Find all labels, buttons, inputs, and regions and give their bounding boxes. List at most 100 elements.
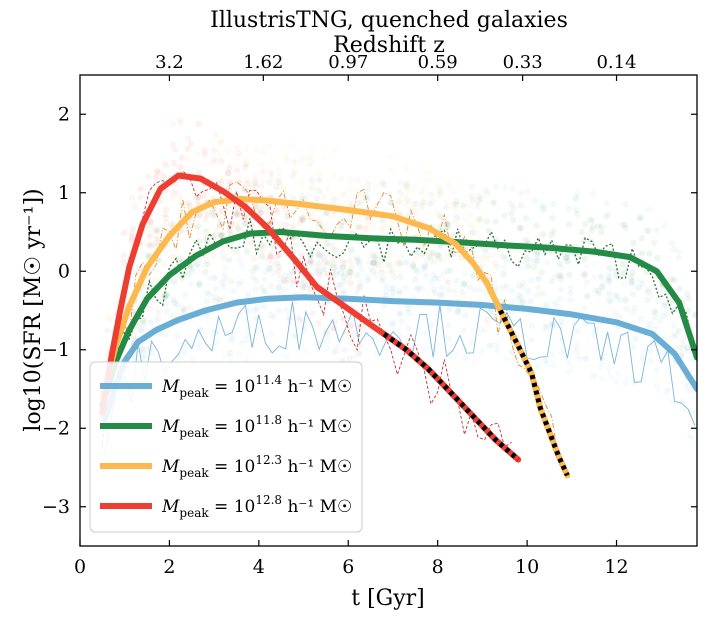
scatter-point: [212, 131, 219, 138]
scatter-point: [233, 211, 240, 218]
scatter-point: [233, 221, 240, 228]
scatter-point: [356, 224, 364, 231]
scatter-point: [442, 291, 449, 298]
scatter-point: [188, 267, 195, 274]
scatter-point: [104, 312, 111, 320]
scatter-point: [388, 262, 395, 269]
scatter-point: [599, 284, 606, 292]
scatter-point: [501, 212, 508, 220]
scatter-point: [218, 157, 225, 165]
scatter-point: [186, 304, 193, 311]
scatter-point: [224, 169, 232, 177]
scatter-point: [478, 347, 486, 354]
scatter-point: [453, 214, 460, 221]
scatter-point: [520, 299, 527, 306]
scatter-point: [129, 234, 136, 241]
scatter-point: [314, 238, 322, 246]
scatter-point: [531, 263, 538, 271]
scatter-point: [370, 259, 377, 267]
scatter-point: [632, 335, 639, 342]
scatter-point: [429, 249, 436, 256]
scatter-point: [178, 276, 185, 283]
scatter-point: [478, 255, 485, 263]
scatter-point: [243, 161, 250, 168]
scatter-point: [515, 291, 522, 299]
scatter-point: [307, 155, 314, 163]
legend: Mpeak = 1011.4 h⁻¹ M☉ Mpeak = 1011.8 h⁻¹ …: [89, 361, 363, 533]
scatter-point: [241, 214, 248, 222]
scatter-point: [356, 342, 364, 349]
scatter-point: [379, 217, 386, 224]
scatter-point: [252, 183, 259, 190]
scatter-point: [251, 189, 258, 197]
scatter-point: [353, 289, 361, 296]
scatter-point: [188, 280, 195, 288]
scatter-point: [412, 266, 419, 273]
median-lines: [99, 172, 697, 479]
x-tick-label: 0: [74, 556, 86, 578]
scatter-point: [472, 359, 478, 365]
scatter-point: [193, 225, 200, 232]
scatter-point: [493, 183, 499, 189]
scatter-point: [155, 169, 162, 176]
scatter-point: [667, 298, 674, 306]
scatter-point: [386, 242, 393, 249]
scatter-point: [179, 309, 186, 316]
scatter-point: [403, 182, 410, 190]
scatter-point: [342, 346, 349, 353]
scatter-point: [221, 254, 228, 261]
scatter-point: [195, 231, 203, 239]
scatter-point: [519, 279, 526, 287]
scatter-point: [139, 346, 146, 353]
scatter-point: [539, 231, 547, 238]
scatter-point: [604, 210, 612, 218]
scatter-point: [555, 304, 561, 310]
scatter-point: [435, 212, 443, 219]
scatter-point: [307, 258, 315, 265]
scatter-point: [340, 273, 347, 281]
scatter-point: [387, 167, 394, 174]
scatter-point: [104, 327, 111, 334]
scatter-point: [535, 275, 542, 282]
scatter-point: [522, 214, 530, 222]
scatter-point: [218, 232, 226, 239]
scatter-point: [331, 348, 338, 356]
scatter-point: [226, 257, 233, 264]
scatter-point: [661, 302, 668, 309]
scatter-point: [508, 288, 516, 295]
scatter-point: [354, 271, 361, 279]
scatter-point: [262, 269, 269, 276]
scatter-point: [573, 347, 580, 354]
scatter-point: [541, 357, 549, 364]
scatter-point: [323, 240, 330, 247]
scatter-point: [210, 233, 217, 240]
scatter-point: [437, 192, 444, 199]
scatter-point: [453, 277, 460, 284]
scatter-point: [243, 248, 251, 255]
scatter-point: [643, 227, 650, 234]
scatter-point: [243, 336, 250, 344]
scatter-point: [685, 307, 692, 314]
scatter-point: [370, 250, 377, 258]
scatter-point: [455, 253, 463, 260]
scatter-point: [661, 299, 669, 306]
scatter-point: [622, 225, 629, 232]
scatter-point: [508, 210, 515, 218]
scatter-point: [291, 169, 298, 176]
scatter-point: [622, 295, 629, 302]
scatter-point: [305, 193, 312, 200]
scatter-point: [331, 147, 337, 153]
scatter-point: [153, 167, 160, 175]
scatter-point: [273, 183, 280, 191]
scatter-point: [420, 266, 428, 273]
scatter-point: [331, 347, 338, 354]
scatter-point: [397, 274, 404, 281]
scatter-point: [339, 191, 346, 198]
scatter-point: [379, 181, 387, 188]
scatter-point: [160, 195, 168, 202]
scatter-point: [401, 192, 409, 199]
y-tick-label: 2: [58, 103, 70, 125]
scatter-point: [599, 375, 605, 381]
scatter-point: [588, 217, 596, 224]
scatter-point: [438, 284, 445, 291]
